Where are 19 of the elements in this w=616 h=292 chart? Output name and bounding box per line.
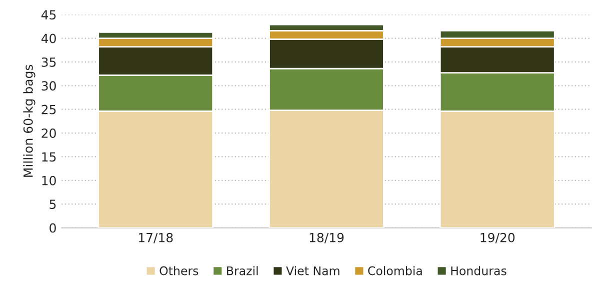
legend-label: Colombia [368, 266, 422, 276]
y-tick-label: 45 [41, 10, 56, 20]
legend-label: Honduras [451, 266, 506, 276]
legend-label: Brazil [227, 266, 258, 276]
y-tick-label: 5 [50, 200, 56, 209]
y-tick-label: 15 [42, 152, 56, 162]
y-tick-label: 0 [50, 223, 56, 233]
legend-label: Viet Nam [286, 266, 340, 276]
y-tick-label: 40 [41, 34, 56, 44]
x-tick-label: 18/19 [310, 232, 344, 244]
y-tick-label: 30 [42, 81, 56, 91]
y-tick-label: 35 [42, 57, 56, 67]
x-tick-label: 17/18 [138, 232, 173, 244]
y-tick-label: 10 [42, 176, 56, 186]
y-tick-label: 20 [42, 128, 56, 138]
y-axis-title: Million 60-kg bags [23, 64, 36, 177]
x-tick-label: 19/20 [480, 232, 515, 244]
y-tick-label: 25 [42, 104, 56, 114]
legend-label: Others [160, 266, 198, 276]
